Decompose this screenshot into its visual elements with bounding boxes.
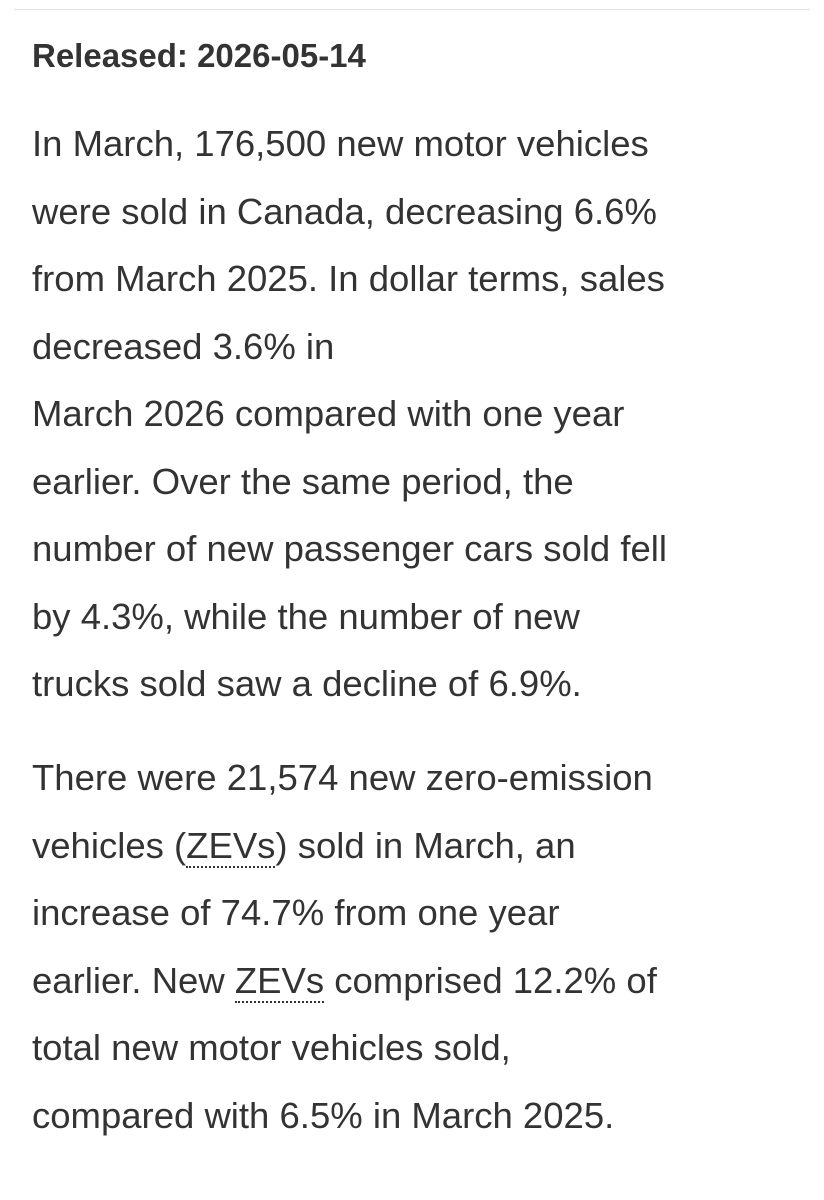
text-line: total new motor vehicles sold, <box>32 1027 511 1068</box>
text-line: by 4.3%, while the number of new <box>32 595 580 637</box>
abbreviation: ZEVs <box>234 959 325 1003</box>
text: earlier. New <box>32 959 235 1001</box>
text-line: There were 21,574 new zero-emission <box>32 757 653 798</box>
divider <box>14 9 810 10</box>
release-date: Released: 2026-05-14 <box>32 37 366 74</box>
text-line: from March 2025. In dollar terms, sales <box>32 258 665 299</box>
text-line: were sold in Canada, decreasing 6.6% <box>32 190 657 232</box>
text-line: earlier. New ZEVs comprised 12.2% of <box>32 947 657 1015</box>
text-line: increase of 74.7% from one year <box>32 892 560 933</box>
paragraph: There were 21,574 new zero-emission vehic… <box>32 744 657 1149</box>
text-line: number of new passenger cars sold fell <box>32 528 668 569</box>
text-line: compared with 6.5% in March 2025. <box>32 1094 615 1136</box>
text-line: decreased 3.6% in <box>32 325 335 367</box>
text-line: vehicles (ZEVs) sold in March, an <box>32 812 657 880</box>
text: vehicles ( <box>32 824 187 866</box>
paragraph: In March, 176,500 new motor vehicles were… <box>32 110 667 718</box>
text-line: In March, 176,500 new motor vehicles <box>32 123 649 164</box>
text: ) sold in March, an <box>275 824 576 866</box>
text-line: earlier. Over the same period, the <box>32 460 574 502</box>
text-line: March 2026 compared with one year <box>32 393 625 434</box>
text-line: trucks sold saw a decline of 6.9%. <box>32 663 582 704</box>
abbreviation: ZEVs <box>186 824 276 868</box>
text: comprised 12.2% of <box>324 959 657 1001</box>
